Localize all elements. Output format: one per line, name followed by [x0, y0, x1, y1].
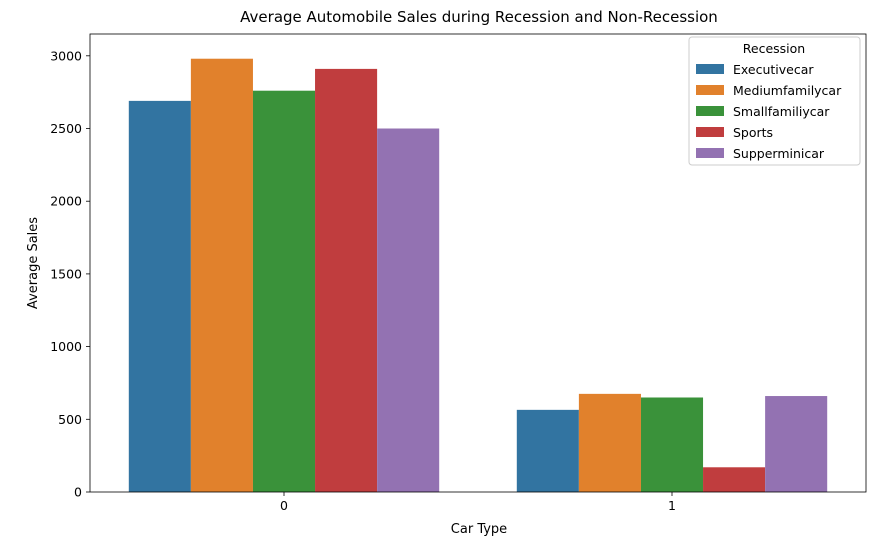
y-axis: 0 500 1000 1500 2000 2500 3000 [50, 48, 90, 500]
bar-supperminicar-0 [377, 128, 440, 492]
bar-smallfamiliycar-0 [252, 90, 316, 492]
y-tick-label: 2500 [50, 121, 82, 136]
legend-label-smallfamiliycar: Smallfamiliycar [733, 104, 830, 119]
legend-label-mediumfamilycar: Mediumfamilycar [733, 83, 842, 98]
x-axis-label: Car Type [451, 522, 507, 537]
chart-title: Average Automobile Sales during Recessio… [240, 8, 718, 26]
y-tick-label: 3000 [50, 48, 82, 63]
y-tick-label: 500 [58, 412, 82, 427]
x-tick-label: 0 [280, 498, 288, 513]
legend-swatch-sports [696, 127, 724, 137]
y-tick-label: 0 [74, 485, 82, 500]
bars-group [128, 58, 828, 493]
plot-frame [89, 33, 867, 493]
bar-smallfamiliycar-1 [640, 397, 704, 492]
y-axis-label: Average Sales [26, 217, 41, 309]
bar-executivecar-0 [128, 100, 191, 492]
bar-sports-0 [315, 68, 378, 493]
bar-mediumfamilycar-1 [578, 393, 641, 492]
y-tick-label: 1500 [50, 266, 82, 281]
bar-executivecar-1 [516, 409, 579, 492]
bar-sports-1 [703, 467, 766, 492]
legend-box [688, 36, 861, 166]
legend-swatch-mediumfamilycar [696, 85, 724, 95]
legend-swatch-supperminicar [696, 148, 724, 158]
legend-swatch-executivecar [696, 64, 724, 74]
y-tick-label: 1000 [50, 339, 82, 354]
legend-label-supperminicar: Supperminicar [733, 146, 825, 161]
legend-title: Recession [743, 41, 805, 56]
x-tick-label: 1 [668, 498, 676, 513]
legend-label-sports: Sports [733, 125, 773, 140]
bar-supperminicar-1 [765, 396, 828, 492]
legend: Recession Executivecar Mediumfamilycar Sma… [688, 36, 861, 166]
bar-mediumfamilycar-0 [190, 58, 253, 492]
legend-label-executivecar: Executivecar [733, 62, 814, 77]
legend-swatch-smallfamiliycar [696, 106, 724, 116]
y-tick-label: 2000 [50, 194, 82, 209]
